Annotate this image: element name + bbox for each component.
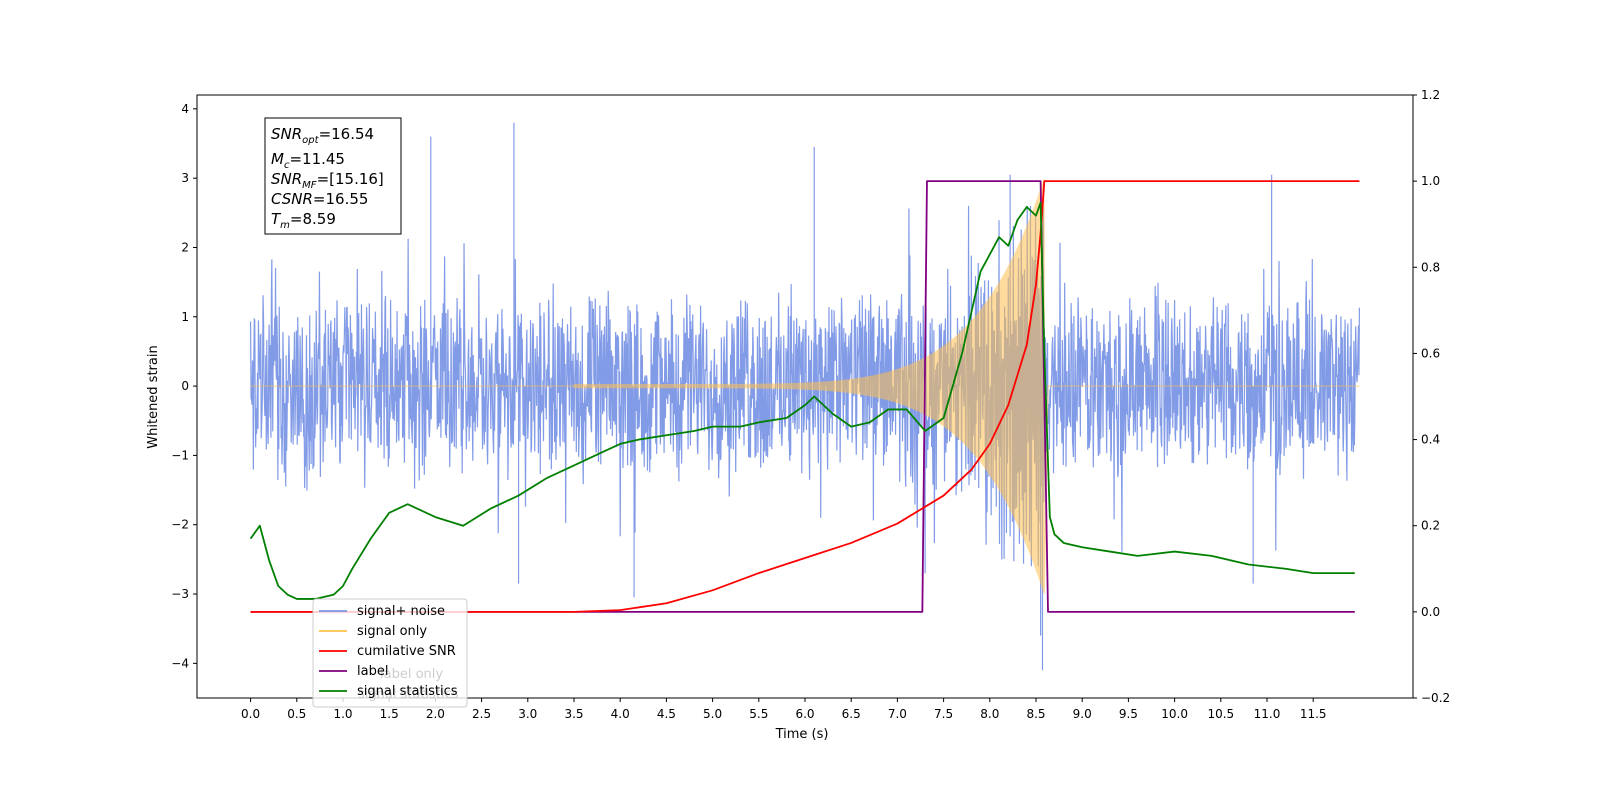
- x-tick-label: 9.0: [1073, 707, 1092, 721]
- y-right-tick-label: 0.4: [1421, 433, 1440, 447]
- y-right-tick-label: −0.2: [1421, 691, 1450, 705]
- x-tick-label: 4.5: [657, 707, 676, 721]
- series-signal-noise-line: [249, 122, 1361, 671]
- x-tick-label: 1.5: [380, 707, 399, 721]
- y-left-tick-label: 4: [181, 102, 189, 116]
- x-tick-label: 4.0: [611, 707, 630, 721]
- legend-label: signal only: [357, 624, 427, 639]
- legend-label: cumilative SNR: [357, 644, 456, 659]
- y-left-tick-label: −1: [171, 448, 189, 462]
- x-tick-label: 2.5: [472, 707, 491, 721]
- legend: label onlysignal statisticssignal+ noise…: [312, 598, 468, 708]
- y-left-tick-label: 1: [181, 310, 189, 324]
- annotation-line: SNRopt=16.54: [271, 125, 374, 146]
- legend-label: signal+ noise: [357, 604, 445, 619]
- y-right-tick-label: 1.2: [1421, 88, 1440, 102]
- x-tick-label: 7.0: [888, 707, 907, 721]
- x-tick-label: 6.5: [842, 707, 861, 721]
- y-left-tick-label: 2: [181, 240, 189, 254]
- x-tick-label: 8.0: [980, 707, 999, 721]
- y-left-tick-label: 0: [181, 379, 189, 393]
- annotation-box: SNRopt=16.54 Mc=11.45SNRMF=[15.16]CSNR=16…: [264, 117, 402, 235]
- x-tick-label: 5.5: [749, 707, 768, 721]
- y-right-tick-label: 0.2: [1421, 519, 1440, 533]
- x-tick-label: 2.0: [426, 707, 445, 721]
- y-left-tick-label: −2: [171, 518, 189, 532]
- x-tick-label: 10.5: [1207, 707, 1234, 721]
- series-signal-statistics-line: [249, 201, 1355, 600]
- x-tick-label: 0.5: [287, 707, 306, 721]
- x-tick-label: 3.0: [518, 707, 537, 721]
- series-layer: [249, 122, 1361, 671]
- series-signal-only-line: [250, 178, 1360, 595]
- x-tick-label: 11.5: [1300, 707, 1327, 721]
- annotation-line: Mc=11.45: [271, 150, 345, 171]
- annotation-line: CSNR=16.55: [271, 190, 368, 208]
- y-right-tick-label: 1.0: [1421, 174, 1440, 188]
- legend-frame: [312, 598, 468, 708]
- y-left-tick-label: 3: [181, 171, 189, 185]
- y-left-tick-label: −4: [171, 656, 189, 670]
- y-left-tick-label: −3: [171, 587, 189, 601]
- y-right-tick-label: 0.8: [1421, 260, 1440, 274]
- annotation-line: Tm=8.59: [271, 210, 336, 231]
- x-tick-label: 6.0: [795, 707, 814, 721]
- x-tick-label: 10.0: [1161, 707, 1188, 721]
- legend-label: signal statistics: [357, 684, 458, 699]
- x-tick-label: 5.0: [703, 707, 722, 721]
- x-tick-label: 11.0: [1254, 707, 1281, 721]
- series-cumulative-snr-line: [250, 180, 1360, 613]
- ticks-layer: 0.0 0.5 1.0 1.5 2.0 2.5 3.0 3.5 4.0 4.5 5.0 5.5 6.0 6…: [171, 88, 1450, 721]
- x-axis-label: Time (s): [775, 727, 829, 742]
- annotation-frame: [264, 117, 402, 235]
- y-axis-label: Whitened strain: [146, 345, 161, 448]
- legend-label: label: [357, 664, 388, 679]
- y-right-tick-label: 0.0: [1421, 605, 1440, 619]
- x-tick-label: 1.0: [333, 707, 352, 721]
- x-tick-label: 9.5: [1119, 707, 1138, 721]
- x-tick-label: 7.5: [934, 707, 953, 721]
- y-right-tick-label: 0.6: [1421, 346, 1440, 360]
- annotation-line: SNRMF=[15.16]: [271, 170, 384, 191]
- x-tick-label: 0.0: [241, 707, 260, 721]
- x-tick-label: 3.5: [564, 707, 583, 721]
- series-label-line: [250, 180, 1355, 613]
- x-tick-label: 8.5: [1026, 707, 1045, 721]
